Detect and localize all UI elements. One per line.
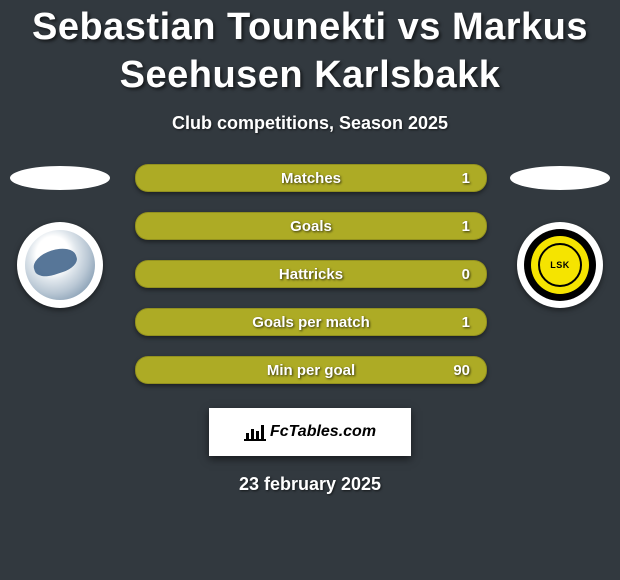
page-title: Sebastian Tounekti vs Markus Seehusen Ka… xyxy=(0,0,620,99)
stat-bar-goals: Goals 1 xyxy=(135,212,487,240)
page-subtitle: Club competitions, Season 2025 xyxy=(0,113,620,134)
stat-label: Goals per match xyxy=(136,309,486,335)
stat-label: Min per goal xyxy=(136,357,486,383)
left-player-column xyxy=(10,164,110,308)
right-club-badge: LSK xyxy=(517,222,603,308)
left-club-badge xyxy=(17,222,103,308)
stat-label: Hattricks xyxy=(136,261,486,287)
comparison-area: LSK Matches 1 Goals 1 Hattricks 0 Goals … xyxy=(0,164,620,394)
stat-bar-matches: Matches 1 xyxy=(135,164,487,192)
stat-value-right: 1 xyxy=(462,309,470,335)
right-club-badge-text: LSK xyxy=(550,260,570,270)
stat-bar-goals-per-match: Goals per match 1 xyxy=(135,308,487,336)
stat-value-right: 0 xyxy=(462,261,470,287)
footer-date: 23 february 2025 xyxy=(0,474,620,495)
right-player-column: LSK xyxy=(510,164,610,308)
stat-label: Matches xyxy=(136,165,486,191)
stat-label: Goals xyxy=(136,213,486,239)
stat-value-right: 1 xyxy=(462,213,470,239)
stat-bars: Matches 1 Goals 1 Hattricks 0 Goals per … xyxy=(135,164,485,404)
brand-text: FcTables.com xyxy=(270,423,376,441)
stat-bar-min-per-goal: Min per goal 90 xyxy=(135,356,487,384)
left-player-placeholder xyxy=(10,166,110,190)
right-club-badge-art: LSK xyxy=(524,229,596,301)
stat-value-right: 90 xyxy=(453,357,470,383)
brand: FcTables.com xyxy=(244,423,376,441)
left-club-badge-art xyxy=(25,230,95,300)
right-player-placeholder xyxy=(510,166,610,190)
stat-bar-hattricks: Hattricks 0 xyxy=(135,260,487,288)
brand-card: FcTables.com xyxy=(209,408,411,456)
bar-chart-icon xyxy=(244,423,266,441)
stat-value-right: 1 xyxy=(462,165,470,191)
infographic-root: Sebastian Tounekti vs Markus Seehusen Ka… xyxy=(0,0,620,580)
